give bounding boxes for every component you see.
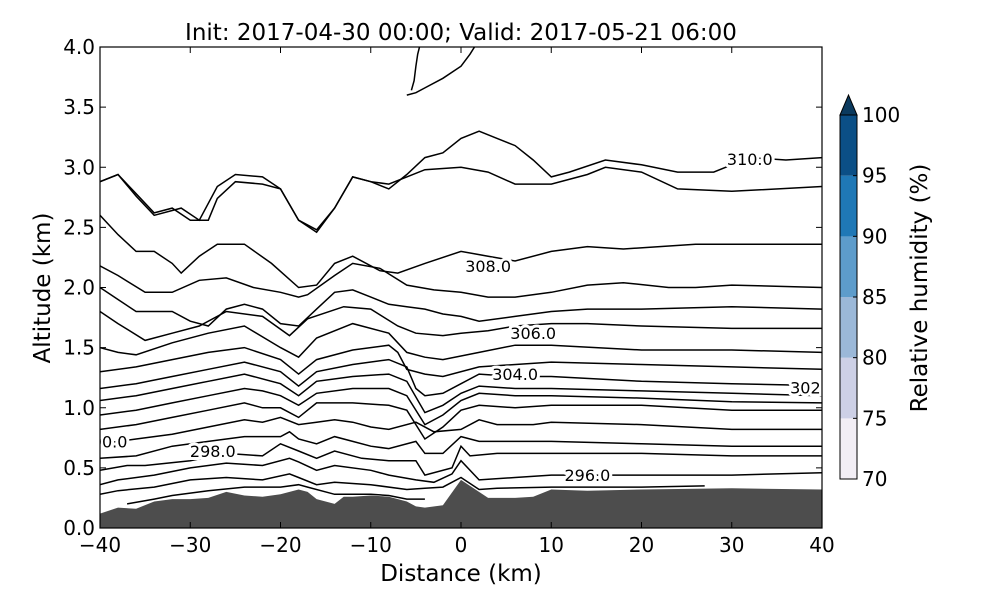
contour-line-19 [410,47,421,91]
colorbar-band-4 [840,175,857,237]
y-tick-label-3: 1.5 [63,336,95,360]
colorbar-band-5 [840,115,857,176]
contour-line-15 [100,214,822,289]
contour-line-13 [100,286,822,327]
contour-label-7: 296.0 [564,466,610,485]
y-tick-label-5: 2.5 [63,215,95,239]
colorbar-tick-label-0: 70 [862,467,887,491]
y-tick-label-0: 0.0 [63,516,95,540]
contour-labels: 310.0 308.0 306.0 304.0 302.0 300.0 298.0 296.0 [82,147,836,488]
contour-label-0: 310.0 [727,150,773,169]
contour-label-5: 300.0 [82,432,128,451]
colorbar-label: Relative humidity (%) [907,164,933,413]
colorbar-tick-label-2: 80 [862,346,887,370]
x-tick-label-5: 10 [539,533,564,557]
contour-label-3: 304.0 [492,365,538,384]
contour-line-17 [100,130,822,234]
contour-label-6: 298.0 [190,442,236,461]
y-tick-label-4: 2.0 [63,276,95,300]
chart-title: Init: 2017-04-30 00:00; Valid: 2017-05-2… [185,20,737,46]
colorbar-tick-label-6: 100 [862,103,900,127]
contour-label-1: 308.0 [465,257,511,276]
contour-line-8 [100,373,822,414]
plot-area: 310.0 308.0 306.0 304.0 302.0 300.0 298.0 296.0 [82,47,836,528]
colorbar-extend-arrow [839,93,858,116]
colorbar-band-2 [840,297,857,358]
contour-line-7 [100,387,822,426]
contour-line-11 [100,322,822,361]
contour-line-10 [100,344,822,378]
x-tick-label-4: 0 [455,533,468,557]
terrain-fill [100,479,822,528]
y-tick-label-2: 1.0 [63,396,95,420]
y-axis-label: Altitude (km) [30,213,56,364]
contour-line-3 [100,442,822,476]
x-tick-label-2: −20 [259,533,301,557]
contour-line-4 [100,430,822,460]
x-tick-label-1: −30 [169,533,211,557]
y-tick-label-6: 3.0 [63,155,95,179]
x-tick-label-3: −10 [350,533,392,557]
contour-lines [100,47,822,505]
x-axis-label: Distance (km) [380,561,542,587]
contour-line-5 [100,416,822,445]
contour-line-16 [100,166,822,231]
x-tick-label-0: −40 [79,533,121,557]
x-tick-label-7: 30 [719,533,744,557]
x-tick-label-6: 20 [629,533,654,557]
y-tick-label-7: 3.5 [63,95,95,119]
x-axis-ticks: −40 −30 −20 −10 0 10 20 30 40 [79,47,835,557]
colorbar-tick-label-1: 75 [862,406,887,430]
contour-line-14 [100,262,822,298]
colorbar-tick-label-5: 95 [862,164,887,188]
contour-line-6 [100,402,822,441]
colorbar: 70 75 80 85 90 95 100 [839,93,900,491]
contour-line-18 [406,47,476,96]
terrain-area [100,479,822,528]
contour-label-4: 302.0 [790,378,836,397]
colorbar-band-1 [840,357,857,419]
x-tick-label-8: 40 [809,533,834,557]
contour-line-1 [100,473,705,496]
colorbar-band-0 [840,418,857,479]
contour-line-0 [126,483,425,505]
colorbar-tick-label-3: 85 [862,285,887,309]
colorbar-tick-label-4: 90 [862,224,887,248]
contour-line-12 [100,305,822,342]
contour-line-2 [100,457,822,486]
y-tick-label-1: 0.5 [63,456,95,480]
contour-label-2: 306.0 [510,324,556,343]
colorbar-band-3 [840,236,857,297]
y-tick-label-8: 4.0 [63,35,95,59]
y-axis-ticks: 0.0 0.5 1.0 1.5 2.0 2.5 3.0 3.5 4.0 [63,35,822,540]
contour-line-9 [100,358,822,397]
